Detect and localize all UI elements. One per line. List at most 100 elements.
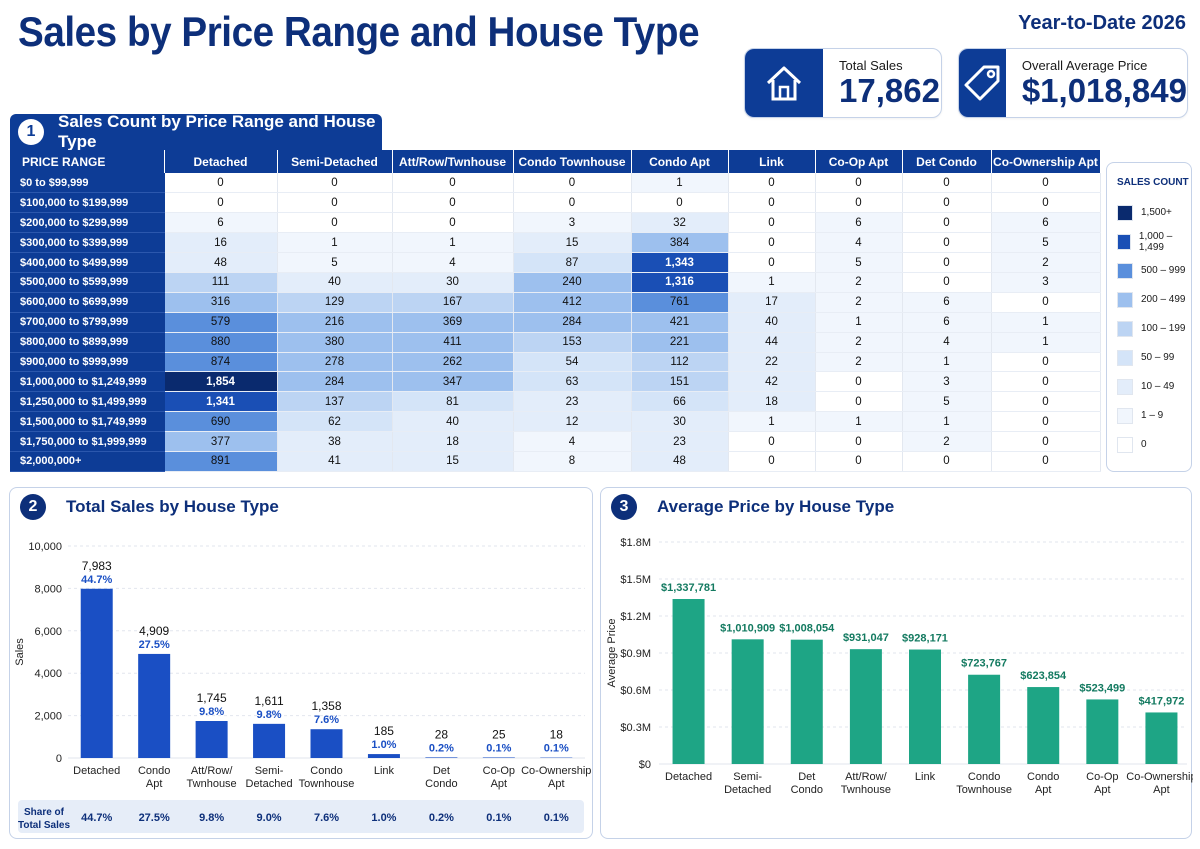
bar-value-label: 1,358: [311, 699, 341, 713]
heatmap-cell: 369: [392, 312, 514, 333]
heatmap-cell: 22: [728, 352, 816, 373]
legend-swatch: [1117, 233, 1131, 250]
x-tick-label: Att/Row/: [191, 765, 234, 777]
heatmap-cell: 0: [277, 212, 393, 234]
heatmap-cell: 2: [815, 352, 903, 373]
bar: [849, 649, 882, 764]
y-tick-label: 6,000: [34, 626, 62, 638]
bar-value-label: 25: [492, 727, 506, 741]
heatmap-cell: 380: [277, 332, 393, 353]
heatmap-cell: 40: [728, 312, 816, 333]
heatmap-cell: 0: [902, 212, 992, 234]
heatmap-cell: 0: [815, 451, 903, 472]
heatmap-cell: 0: [902, 252, 992, 273]
table-row: $700,000 to $799,999 579 216 369 284 421 40 1 6 1: [10, 312, 1101, 333]
heatmap-cell: 411: [392, 332, 514, 353]
heatmap-cell: 0: [815, 431, 903, 452]
row-label: $600,000 to $699,999: [10, 292, 165, 313]
x-tick-label: Co-Op: [483, 765, 515, 777]
heatmap-cell: 0: [991, 431, 1101, 452]
y-tick-label: $0.6M: [620, 685, 651, 697]
bar: [195, 721, 228, 758]
heatmap-cell: 1: [815, 411, 903, 433]
bar-value-label: $928,171: [902, 633, 948, 645]
heatmap-cell: 1: [277, 232, 393, 254]
heatmap-cell: 0: [902, 192, 992, 214]
bar: [80, 588, 113, 758]
heatmap-cell: 216: [277, 312, 393, 333]
bar-value-label: 4,909: [139, 624, 169, 638]
heatmap-cell: 137: [277, 391, 393, 413]
heatmap-cell: 0: [277, 192, 393, 214]
bar: [731, 639, 764, 764]
heatmap-cell: 0: [815, 371, 903, 393]
y-axis-label: Sales: [14, 638, 26, 666]
legend-item: 1,500+: [1117, 198, 1191, 227]
kpi-value: $1,018,849: [1021, 71, 1187, 109]
bar: [1027, 687, 1060, 764]
heatmap-cell: 0: [392, 212, 514, 234]
section-title: Average Price by House Type: [657, 497, 895, 516]
heatmap-cell: 0: [991, 391, 1101, 413]
heatmap-cell: 421: [631, 312, 729, 333]
bar: [909, 649, 941, 764]
share-row-label: Share of: [24, 807, 65, 818]
average-price-bar-chart: $0 $0.3M $0.6M $0.9M $1.2M $1.5M $1.8M Average …: [606, 537, 1193, 796]
heatmap-cell: 87: [513, 252, 632, 273]
x-tick-label: Link: [374, 765, 395, 777]
table-row: $600,000 to $699,999 316 129 167 412 761 17 2 6 0: [10, 292, 1101, 313]
legend-item: 1,000 – 1,499: [1117, 227, 1191, 256]
kpi-label: Overall Average Price: [1021, 57, 1148, 73]
heatmap-cell: 63: [513, 371, 632, 393]
bar-value-label: 1,745: [197, 691, 227, 705]
bar-value-label: 1,611: [254, 694, 283, 708]
panel-header: 3 Average Price by House Type: [611, 494, 894, 520]
x-tick-label: Att/Row/: [845, 771, 888, 783]
heatmap-cell: 0: [728, 232, 816, 254]
y-tick-label: 0: [56, 753, 62, 765]
x-tick-label: Co-Ownership: [521, 765, 591, 777]
bar-percent-label: 0.2%: [429, 742, 454, 754]
table-row: $1,250,000 to $1,499,999 1,341 137 81 23 66 18…: [10, 391, 1101, 413]
share-value: 7.6%: [314, 812, 339, 824]
heatmap-cell: 40: [277, 272, 393, 293]
row-label: $800,000 to $899,999: [10, 332, 165, 353]
heatmap-cell: 0: [991, 192, 1101, 214]
panel-header: 2 Total Sales by House Type: [20, 494, 279, 520]
bar-value-label: $1,010,909: [720, 622, 775, 634]
x-tick-label: Co-Ownership: [1126, 771, 1193, 783]
heatmap-cell: 0: [164, 173, 278, 194]
legend-item: 50 – 99: [1117, 343, 1191, 372]
table-row: $2,000,000+ 891 41 15 8 48 0 0 0 0: [10, 451, 1101, 472]
heatmap-cell: 2: [815, 292, 903, 313]
bar-value-label: 18: [550, 728, 564, 742]
heatmap-cell: 284: [513, 312, 632, 333]
heatmap-cell: 15: [513, 232, 632, 254]
bar: [790, 639, 823, 764]
kpi-label: Total Sales: [839, 57, 903, 73]
legend-label: 200 – 499: [1141, 294, 1186, 305]
bar-percent-label: 9.8%: [199, 706, 224, 718]
legend-item: 200 – 499: [1117, 285, 1191, 314]
table-row: $100,000 to $199,999 0 0 0 0 0 0 0 0 0: [10, 192, 1101, 214]
share-row-background: [18, 800, 584, 833]
heatmap-cell: 1: [815, 312, 903, 333]
heatmap-cell: 6: [902, 312, 992, 333]
average-price-panel: 3 Average Price by House Type $0 $0.3M $0.…: [600, 487, 1193, 839]
bar-value-label: 185: [374, 724, 394, 738]
heatmap-cell: 0: [991, 352, 1101, 373]
heatmap-cell: 1: [728, 272, 816, 293]
x-tick-label: Apt: [491, 778, 508, 790]
bar-value-label: 7,983: [82, 559, 112, 573]
heatmap-cell: 2: [902, 431, 992, 452]
legend-label: 100 – 199: [1141, 323, 1186, 334]
legend-swatch: [1117, 291, 1133, 308]
x-tick-label: Apt: [1153, 784, 1170, 796]
legend-item: 500 – 999: [1117, 256, 1191, 285]
x-tick-label: Det: [433, 765, 450, 777]
x-tick-label: Condo: [425, 778, 457, 790]
x-tick-label: Apt: [548, 778, 565, 790]
heatmap-cell: 0: [815, 192, 903, 214]
heatmap-cell: 44: [728, 332, 816, 353]
heatmap-cell: 5: [277, 252, 393, 273]
